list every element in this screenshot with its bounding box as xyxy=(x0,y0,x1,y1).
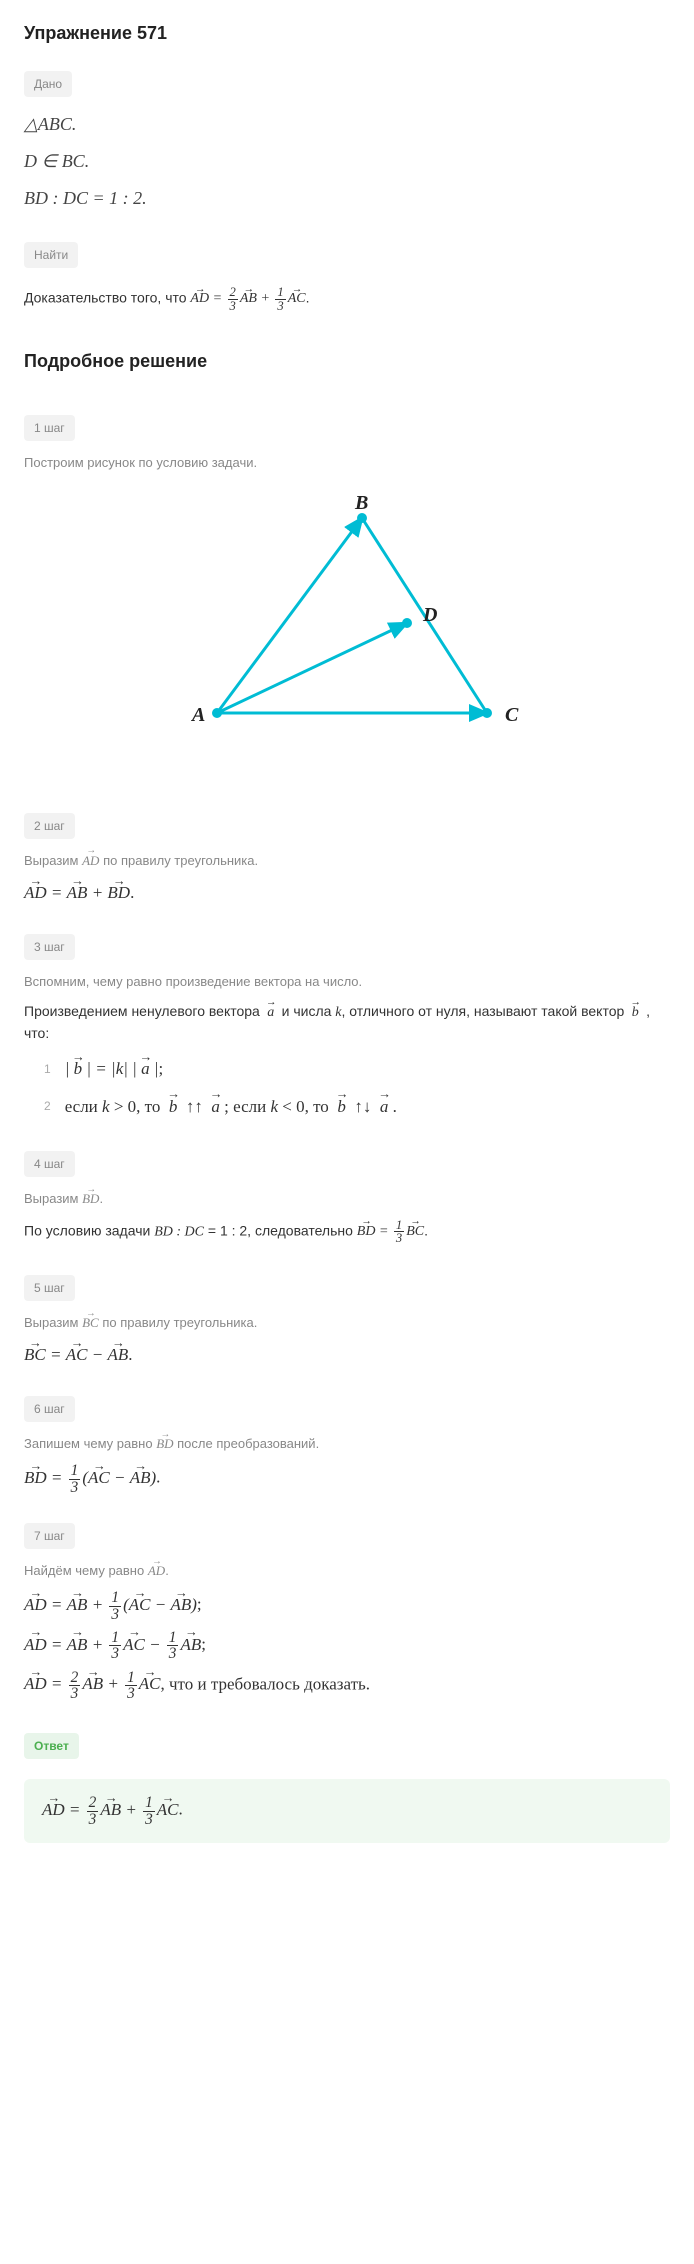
triangle-diagram: A B C D xyxy=(167,493,527,753)
step-6-text: Запишем чему равно BD после преобразован… xyxy=(24,1434,670,1454)
step-7-math-1: AD = AB + 13(AC − AB); xyxy=(24,1590,670,1622)
step-2-math: AD = AB + BD. xyxy=(24,880,670,906)
list-item-2: если k > 0, то b ↑↑ a ; если k < 0, то b… xyxy=(65,1094,397,1120)
page-title: Упражнение 571 xyxy=(24,20,670,47)
given-label: Дано xyxy=(24,71,72,97)
svg-text:A: A xyxy=(190,704,205,726)
list-num-2: 2 xyxy=(44,1097,51,1115)
solution-title: Подробное решение xyxy=(24,348,670,375)
svg-text:B: B xyxy=(354,493,368,514)
step-3-list: 1 | b | = |k| | a |; 2 если k > 0, то b ↑↑… xyxy=(24,1056,670,1119)
step-7-text: Найдём чему равно AD. xyxy=(24,1561,670,1581)
given-line-2: D ∈ BC. xyxy=(24,148,670,175)
answer-label: Ответ xyxy=(24,1733,79,1759)
list-item-1: | b | = |k| | a |; xyxy=(65,1056,164,1082)
answer-box: AD = 23AB + 13AC. xyxy=(24,1779,670,1843)
svg-text:D: D xyxy=(422,604,437,626)
step-4-body: По условию задачи BD : DC = 1 : 2, следо… xyxy=(24,1219,670,1245)
step-1-pill: 1 шаг xyxy=(24,415,75,441)
svg-text:C: C xyxy=(505,704,519,726)
find-text: Доказательство того, что AD = 23AB + 13A… xyxy=(24,286,670,312)
step-4-pill: 4 шаг xyxy=(24,1151,75,1177)
step-7-math-3: AD = 23AB + 13AC, что и требовалось дока… xyxy=(24,1670,670,1702)
step-3-body: Произведением ненулевого вектора a и чис… xyxy=(24,1001,670,1044)
step-2-text: Выразим AD по правилу треугольника. xyxy=(24,851,670,871)
step-1-text: Построим рисунок по условию задачи. xyxy=(24,453,670,473)
step-5-text: Выразим BC по правилу треугольника. xyxy=(24,1313,670,1333)
step-2-pill: 2 шаг xyxy=(24,813,75,839)
given-line-1: △ABC. xyxy=(24,111,670,138)
step-6-math: BD = 13(AC − AB). xyxy=(24,1463,670,1495)
step-7-math-2: AD = AB + 13AC − 13AB; xyxy=(24,1630,670,1662)
step-5-pill: 5 шаг xyxy=(24,1275,75,1301)
step-3-text: Вспомним, чему равно произведение вектор… xyxy=(24,972,670,992)
list-num-1: 1 xyxy=(44,1060,51,1078)
step-3-pill: 3 шаг xyxy=(24,934,75,960)
step-7-pill: 7 шаг xyxy=(24,1523,75,1549)
answer-math: AD = 23AB + 13AC. xyxy=(42,1795,652,1827)
step-4-text: Выразим BD. xyxy=(24,1189,670,1209)
find-label: Найти xyxy=(24,242,78,268)
step-5-math: BC = AC − AB. xyxy=(24,1342,670,1368)
step-6-pill: 6 шаг xyxy=(24,1396,75,1422)
given-line-3: BD : DC = 1 : 2. xyxy=(24,185,670,212)
